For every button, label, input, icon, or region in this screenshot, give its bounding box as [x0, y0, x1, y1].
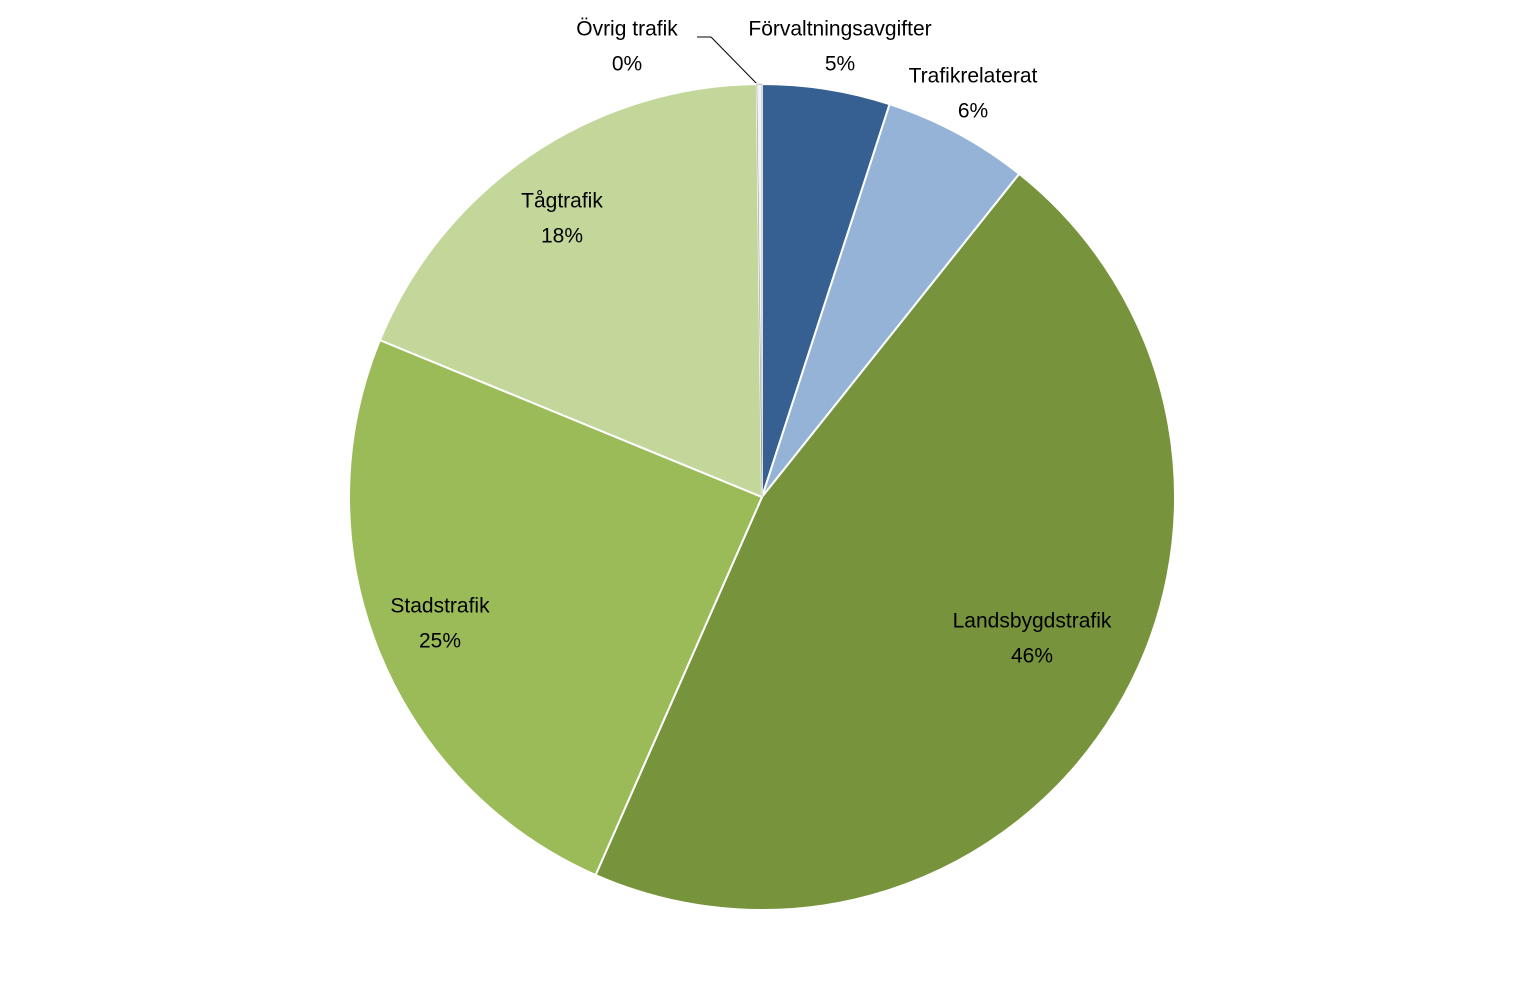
- slice-value-label: 25%: [419, 630, 461, 653]
- slice-label: Övrig trafik: [576, 18, 678, 41]
- pie-slice: [761, 102, 1021, 498]
- pie-slice: [756, 83, 763, 498]
- slice-value-label: 18%: [541, 225, 583, 248]
- slice-label: Förvaltningsavgifter: [748, 18, 931, 41]
- pie-slice: [378, 83, 764, 499]
- slice-value-label: 46%: [1011, 645, 1053, 668]
- slice-label: Landsbygdstrafik: [953, 610, 1112, 633]
- pie-slice: [594, 172, 1176, 911]
- slice-value-label: 5%: [825, 53, 855, 76]
- slice-label: Tågtrafik: [521, 190, 603, 213]
- pie-slice: [348, 338, 764, 877]
- slice-label: Trafikrelaterat: [909, 65, 1038, 88]
- leader-line: [710, 36, 761, 88]
- slice-value-label: 0%: [612, 53, 642, 76]
- slice-label: Stadstrafik: [390, 595, 490, 618]
- slice-value-label: 6%: [958, 100, 988, 123]
